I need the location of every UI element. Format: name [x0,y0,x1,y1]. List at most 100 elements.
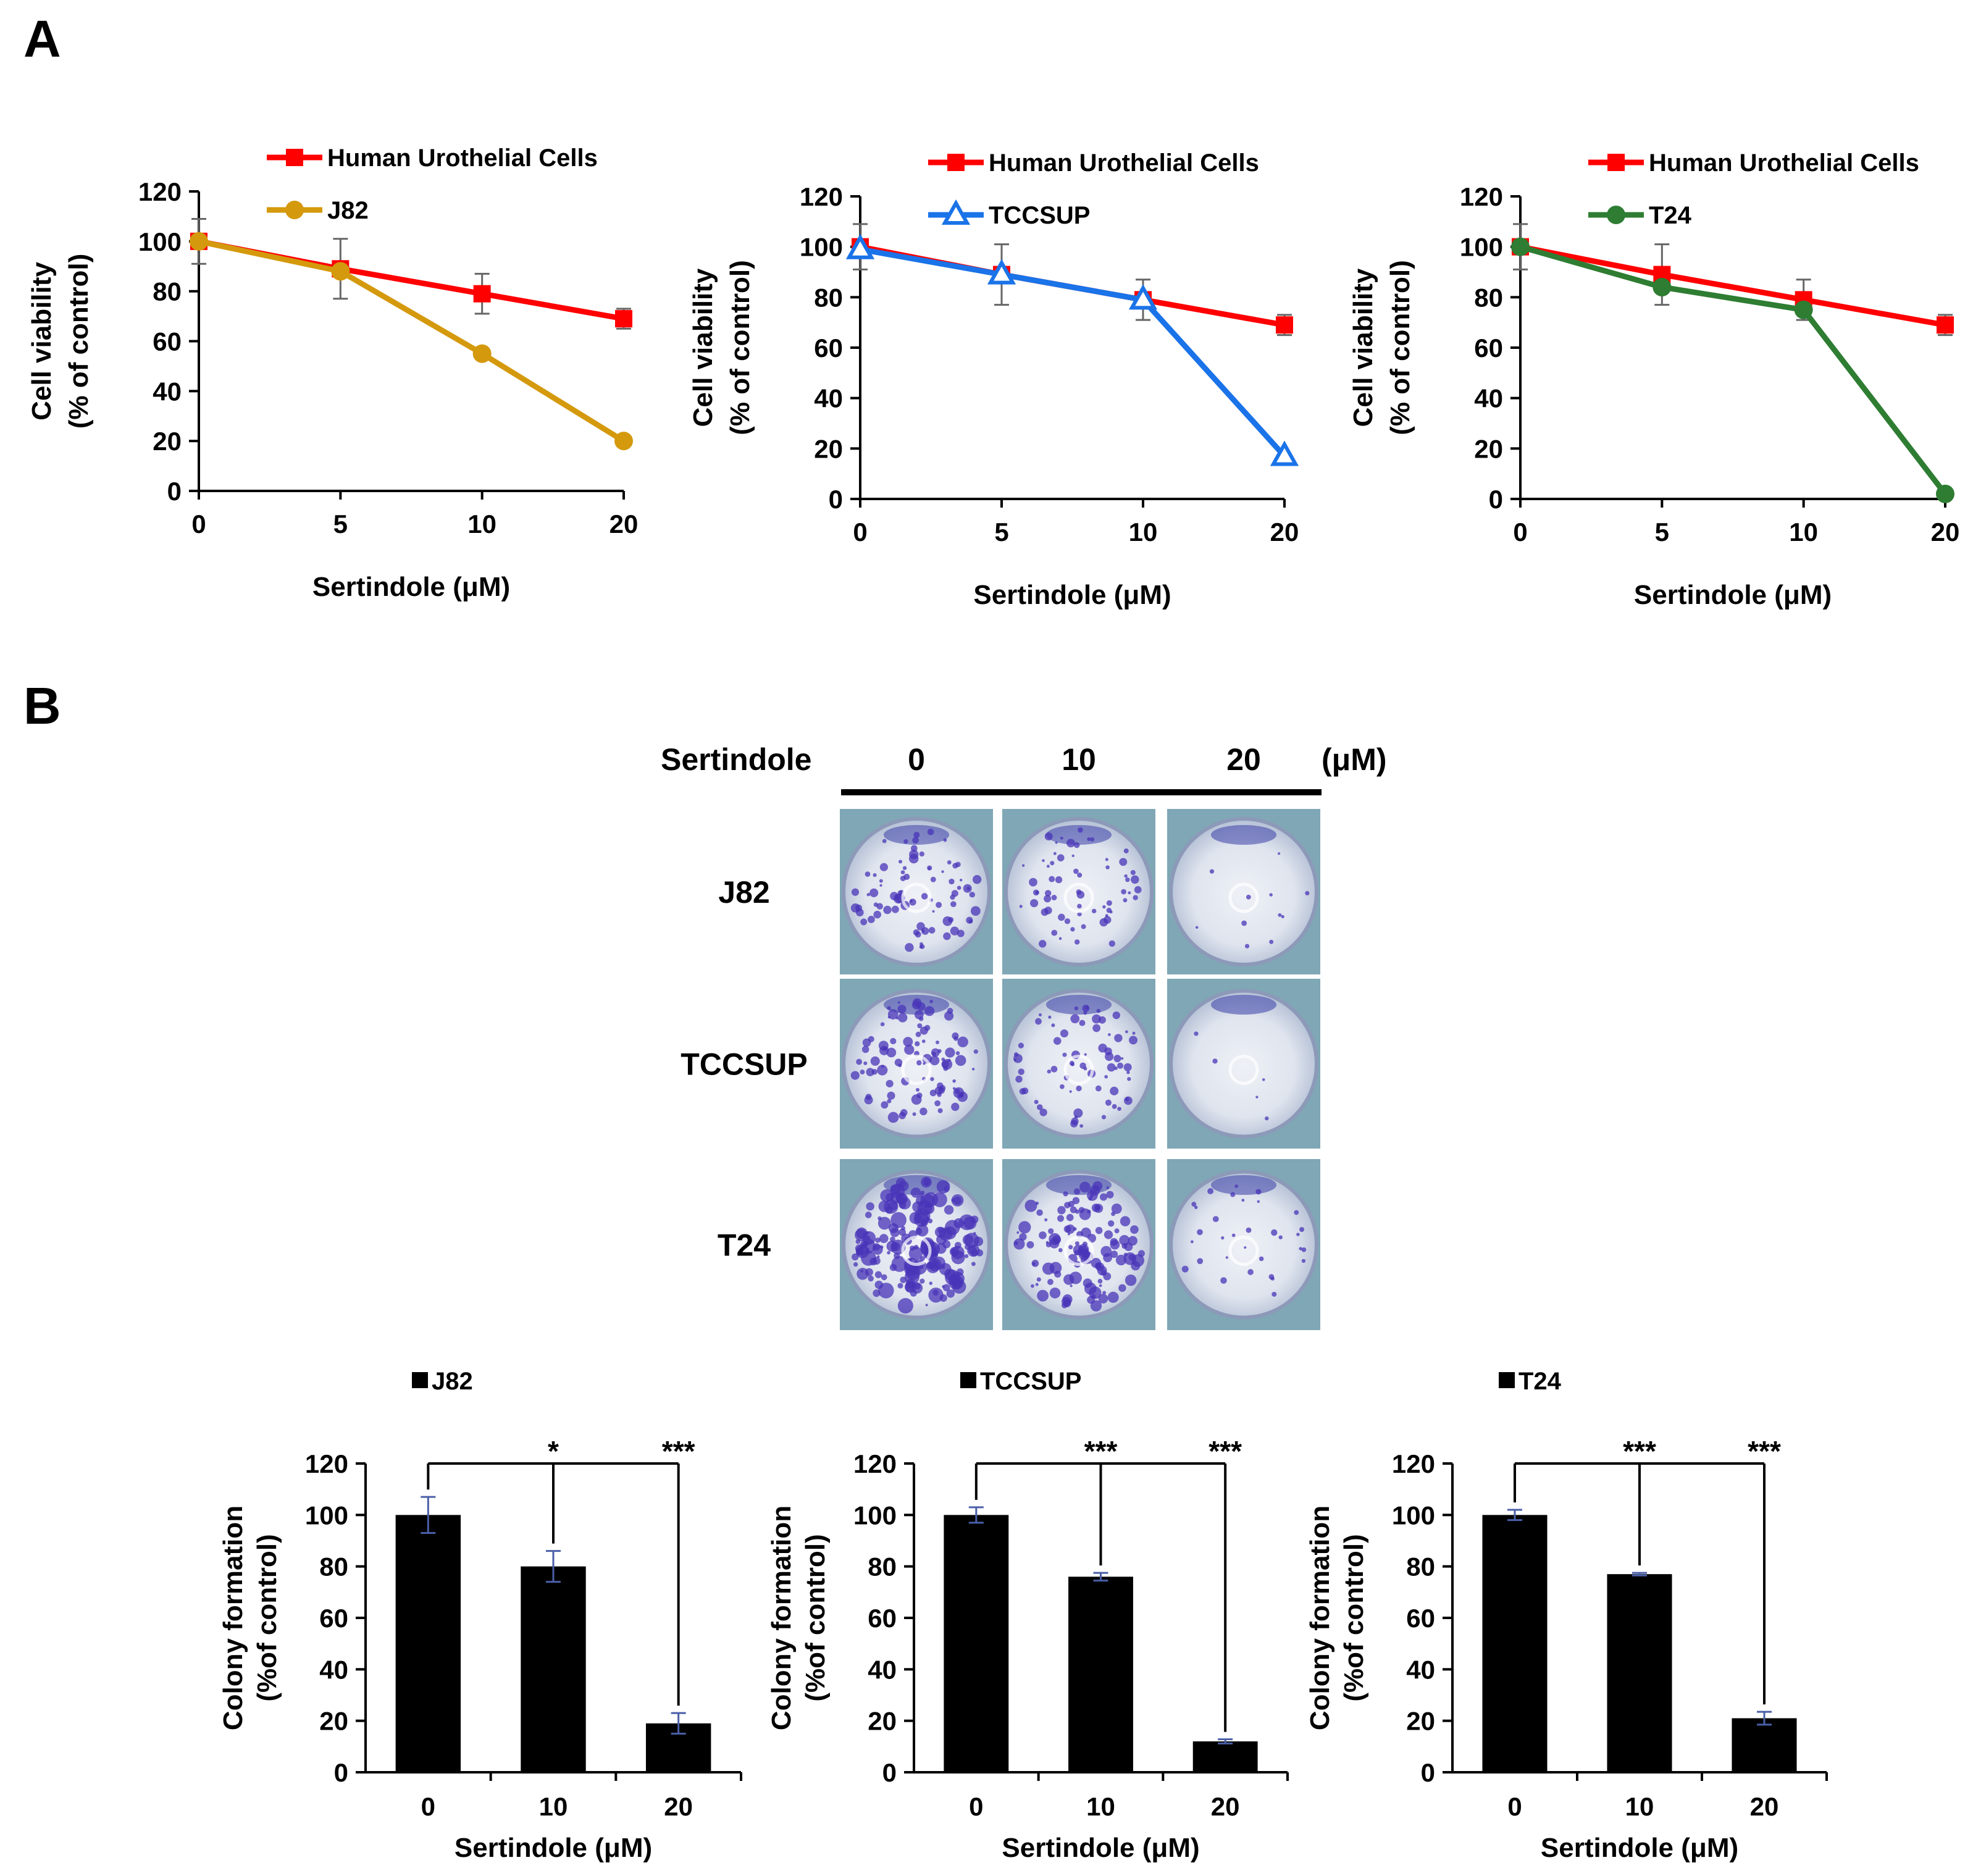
colony [1212,1058,1218,1064]
colony [890,1184,901,1195]
colony [915,1087,920,1092]
colony [957,1268,964,1276]
colony [971,1262,976,1267]
colony [946,1289,955,1298]
colony [1037,1289,1049,1302]
colony [1073,868,1079,874]
colony [1098,1043,1107,1053]
colony [905,1281,917,1293]
colony [1120,1216,1131,1226]
colony [950,926,960,936]
y-tick-label: 80 [814,283,843,312]
colony [944,1205,954,1215]
culture-dish [1002,979,1155,1149]
colony [1191,1202,1197,1207]
colony [1066,1213,1074,1221]
colony [957,1036,968,1048]
data-point [190,232,208,251]
bar [1607,1574,1672,1772]
data-point [1128,284,1158,310]
colony [1112,1103,1117,1109]
colony [1060,1084,1065,1089]
culture-dish [1002,1159,1155,1330]
x-tick-label: 10 [1086,1792,1115,1821]
colony [943,838,947,842]
colony [1070,1014,1080,1024]
data-point [614,432,633,451]
dish-glare [1063,1055,1094,1085]
data-point [1276,316,1293,334]
colony [1091,908,1097,914]
y-axis-title-line2: (% of control) [1385,260,1415,435]
colony [966,887,971,890]
colony [1044,890,1052,897]
colony [942,1240,951,1249]
colony [959,879,963,882]
colony [898,1063,902,1068]
y-tick-label: 60 [319,1604,348,1633]
colony [1039,1231,1047,1239]
x-axis-title: Sertindole (μM) [1541,1833,1738,1863]
colony [1069,1271,1082,1284]
colony [902,866,907,870]
colony [1074,842,1080,848]
series-line [1519,244,1948,496]
colony [1055,841,1058,844]
colony [1083,1278,1092,1288]
y-tick-label: 60 [153,327,182,356]
dish-glare [1063,882,1094,913]
colony [923,1062,926,1065]
colony [1125,1274,1137,1286]
colony [860,1242,867,1249]
colony [973,1232,976,1235]
colony [1034,1099,1039,1105]
colony [1057,1215,1065,1222]
x-tick-label: 10 [539,1792,568,1821]
y-tick-label: 120 [853,1449,897,1478]
colony [1063,1191,1068,1197]
y-axis-title-line2: (% of control) [64,254,94,429]
bar [1192,1741,1258,1772]
colony [1106,1186,1109,1189]
colony [921,893,928,900]
significance-marker: *** [1084,1435,1118,1467]
dish-glare [901,1055,932,1085]
colony [1062,1052,1067,1057]
colony [1049,876,1055,882]
y-axis-title-line1: Colony formation [766,1505,797,1730]
colony [976,1249,984,1257]
colony [1070,1206,1077,1213]
colony [1074,939,1080,945]
colony [1095,1226,1103,1234]
colony [963,1216,977,1230]
colony [909,850,919,860]
colony [863,1061,868,1065]
colony [923,1178,931,1186]
colony [1070,927,1075,932]
colony [1110,1086,1119,1095]
colony [1118,1284,1126,1292]
colony [1071,1062,1074,1066]
y-axis-title-line2: (%of control) [800,1534,831,1701]
colony [964,1254,969,1258]
colony [1063,1299,1071,1308]
dish-well [842,989,991,1139]
colony [1123,898,1128,903]
colony [910,899,913,903]
colony [856,1058,863,1065]
colony [1246,894,1251,900]
colony [952,1279,966,1294]
colony [1079,1124,1084,1128]
y-tick-label: 40 [1406,1655,1435,1684]
data-point [845,233,875,259]
x-tick-label: 0 [853,517,867,546]
viability-chart-1: 0 20 40 60 80 100 120 0 5 10 20 Sertindole (μM) Cell… [27,144,638,602]
x-axis-title: Sertindole (μM) [1634,580,1832,610]
colony [1194,1031,1199,1036]
colony [1241,1199,1245,1202]
y-tick-label: 120 [138,177,182,206]
colony [951,1194,964,1207]
colony [948,916,954,923]
colony [949,878,955,885]
